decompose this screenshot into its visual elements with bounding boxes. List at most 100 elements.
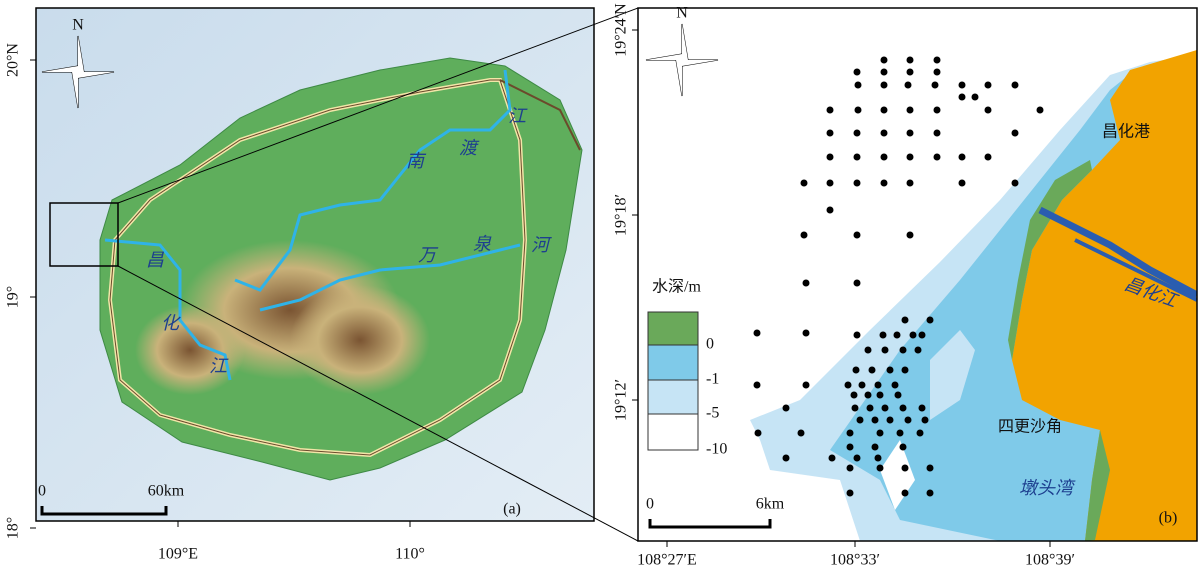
river-label: 泉 [473,234,492,254]
station [864,346,872,354]
station [901,316,909,324]
station [933,106,941,114]
station [1011,179,1019,187]
station [846,489,854,497]
station [853,454,861,462]
station [880,56,888,64]
station [826,153,834,161]
station [894,391,902,399]
river-label: 河 [531,235,552,255]
scale-label: 6km [756,496,785,513]
station [984,106,992,114]
legend-label: -10 [706,441,727,458]
station [782,454,790,462]
station [984,81,992,89]
station [971,93,979,101]
station [893,331,901,339]
station [879,331,887,339]
river-label: 昌 [146,250,165,270]
station [880,179,888,187]
station [854,81,862,89]
station [880,129,888,137]
station [874,381,882,389]
station [958,93,966,101]
panel-b-map [638,8,1197,541]
station [802,381,810,389]
station [886,416,894,424]
lat-label: 19°12′ [613,379,630,421]
station [931,81,939,89]
station [853,129,861,137]
compass [646,54,682,60]
station [753,329,761,337]
station [906,56,914,64]
station [899,443,907,451]
station [880,68,888,76]
station [909,331,917,339]
station [853,279,861,287]
station [899,346,907,354]
scale-bar [648,519,772,529]
scale-bar [40,506,168,516]
station [846,464,854,472]
station [933,129,941,137]
panel-label: (b) [1159,510,1178,527]
north-label: N [676,5,688,22]
station [844,381,852,389]
station [906,231,914,239]
station [876,391,884,399]
station [826,206,834,214]
river-label: 化 [161,313,181,333]
station [933,153,941,161]
place-label: 四更沙角 [998,418,1062,436]
panel-a-map [36,8,594,521]
lat-label: 19° [5,286,22,308]
lat-label: 19°24′N [613,3,630,57]
legend-label: -5 [706,405,719,422]
compass [42,66,78,72]
compass [682,24,688,60]
legend-label: -1 [706,371,719,388]
station [904,416,912,424]
station [864,391,872,399]
station [826,179,834,187]
station [1011,81,1019,89]
station [899,404,907,412]
compass [72,72,78,108]
scale-label: 60km [148,483,185,500]
station [850,391,858,399]
station [846,443,854,451]
lon-label: 108°33′ [830,552,880,569]
station [854,106,862,114]
station [881,346,889,354]
river-label: 江 [209,356,229,376]
station [851,404,859,412]
legend-swatch [647,413,699,451]
station [904,81,912,89]
station [880,106,888,114]
station [958,81,966,89]
lon-label: 110° [395,546,425,563]
station [916,429,924,437]
station [918,331,926,339]
legend-title: 水深/m [652,278,701,296]
compass [682,60,718,66]
station [921,416,929,424]
lon-label: 108°39′ [1025,552,1075,569]
place-label: 昌化港 [1102,123,1150,141]
station [852,366,860,374]
station [901,366,909,374]
station [782,404,790,412]
station [853,68,861,76]
station [918,404,926,412]
lat-label: 18° [5,517,22,539]
station [906,106,914,114]
river-label: 万 [418,245,439,265]
station [826,129,834,137]
station [753,381,761,389]
station [802,279,810,287]
station [828,454,836,462]
station [853,231,861,239]
zoom-line [117,265,639,542]
